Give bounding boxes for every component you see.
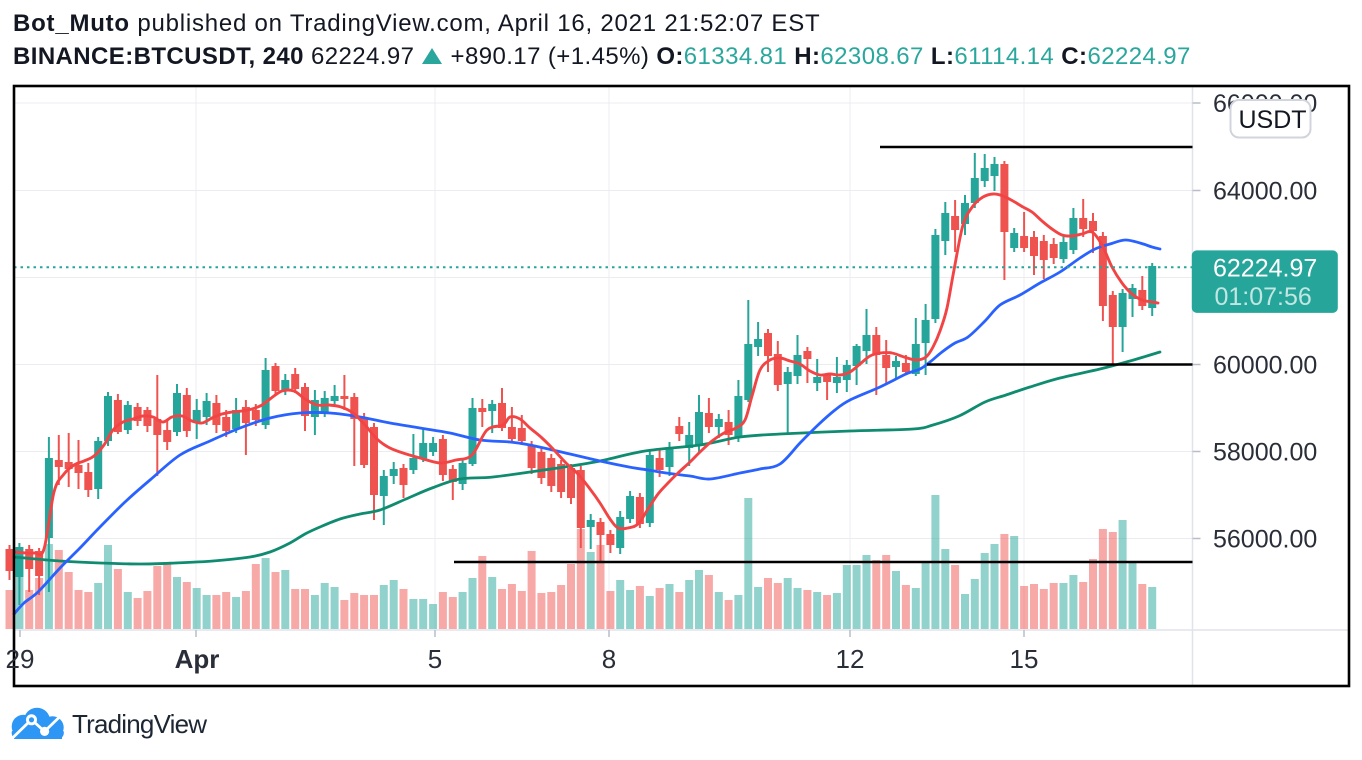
svg-text:62224.97: 62224.97	[1213, 254, 1317, 282]
svg-text:8: 8	[602, 644, 616, 674]
svg-text:12: 12	[836, 644, 865, 674]
svg-text:TradingView: TradingView	[72, 709, 207, 739]
svg-text:5: 5	[428, 644, 442, 674]
svg-text:64000.00: 64000.00	[1213, 178, 1317, 206]
svg-text:15: 15	[1010, 644, 1039, 674]
svg-text:58000.00: 58000.00	[1213, 439, 1317, 467]
svg-text:29: 29	[6, 644, 35, 674]
svg-text:01:07:56: 01:07:56	[1215, 283, 1312, 311]
svg-text:Apr: Apr	[175, 644, 220, 674]
svg-text:USDT: USDT	[1239, 106, 1307, 134]
svg-text:56000.00: 56000.00	[1213, 526, 1317, 554]
svg-text:60000.00: 60000.00	[1213, 352, 1317, 380]
